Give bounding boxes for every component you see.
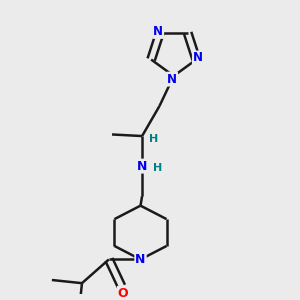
Text: O: O xyxy=(118,287,128,300)
Text: H: H xyxy=(153,163,162,173)
Text: N: N xyxy=(135,253,146,266)
Text: N: N xyxy=(153,25,163,38)
Text: N: N xyxy=(167,73,177,85)
Text: H: H xyxy=(149,134,159,144)
Text: N: N xyxy=(137,160,147,172)
Text: N: N xyxy=(193,52,203,64)
